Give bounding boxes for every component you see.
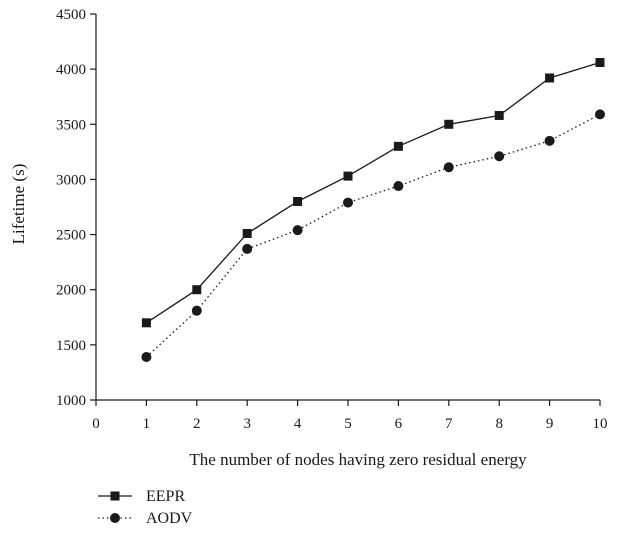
data-point-eepr [242,228,252,238]
y-tick-label: 4000 [56,62,86,78]
x-tick-label: 10 [593,416,608,432]
data-point-aodv [595,109,605,120]
data-point-eepr [343,171,353,181]
legend-item-aodv: AODV [98,510,193,527]
legend-label-aodv: AODV [146,510,193,527]
x-tick-label: 9 [546,416,554,432]
data-point-aodv [343,197,353,208]
data-point-aodv [443,162,454,173]
legend: EEPR AODV [98,488,193,527]
x-tick-label: 0 [92,416,100,432]
series-layer [141,58,605,362]
x-tick-label: 4 [294,416,302,432]
x-axis-title: The number of nodes having zero residual… [189,450,527,469]
series-line-aodv [145,113,601,358]
data-point-eepr [444,119,454,129]
data-point-aodv [191,305,202,316]
data-point-eepr [141,318,151,328]
x-tick-label: 7 [445,416,453,432]
axes: 1000 1500 2000 2500 3000 3500 4000 4500 0 1 2 3 4 5 6 7… [56,7,608,432]
data-point-aodv [292,225,303,236]
data-point-aodv [141,351,152,362]
x-tick-label: 1 [143,416,151,432]
data-point-eepr [494,110,504,120]
data-point-aodv [544,135,555,146]
data-point-aodv [494,151,505,162]
y-tick-label: 4500 [56,7,86,23]
data-point-eepr [595,58,605,68]
y-axis-title: Lifetime (s) [9,164,28,245]
y-tick-label: 3000 [56,172,86,188]
y-tick-label: 1000 [56,393,86,409]
series-line-eepr [146,61,601,324]
data-point-eepr [393,141,403,151]
x-tick-label: 2 [193,416,201,432]
x-tick-label: 5 [344,416,352,432]
x-tick-label: 6 [395,416,403,432]
data-point-aodv [393,181,404,192]
data-point-eepr [192,285,202,295]
legend-marker-eepr [110,491,120,501]
legend-marker-aodv [110,513,120,523]
y-tick-label: 3500 [56,117,86,133]
y-tick-label: 2000 [56,283,86,299]
data-point-aodv [242,243,253,254]
series-aodv [141,109,605,362]
data-point-eepr [293,196,303,206]
x-tick-label: 3 [243,416,251,432]
y-tick-label: 1500 [56,338,86,354]
legend-item-eepr: EEPR [98,488,185,505]
x-tick-label: 8 [495,416,503,432]
series-eepr [141,58,605,328]
legend-label-eepr: EEPR [146,488,185,505]
data-point-eepr [545,73,555,83]
y-tick-label: 2500 [56,228,86,244]
